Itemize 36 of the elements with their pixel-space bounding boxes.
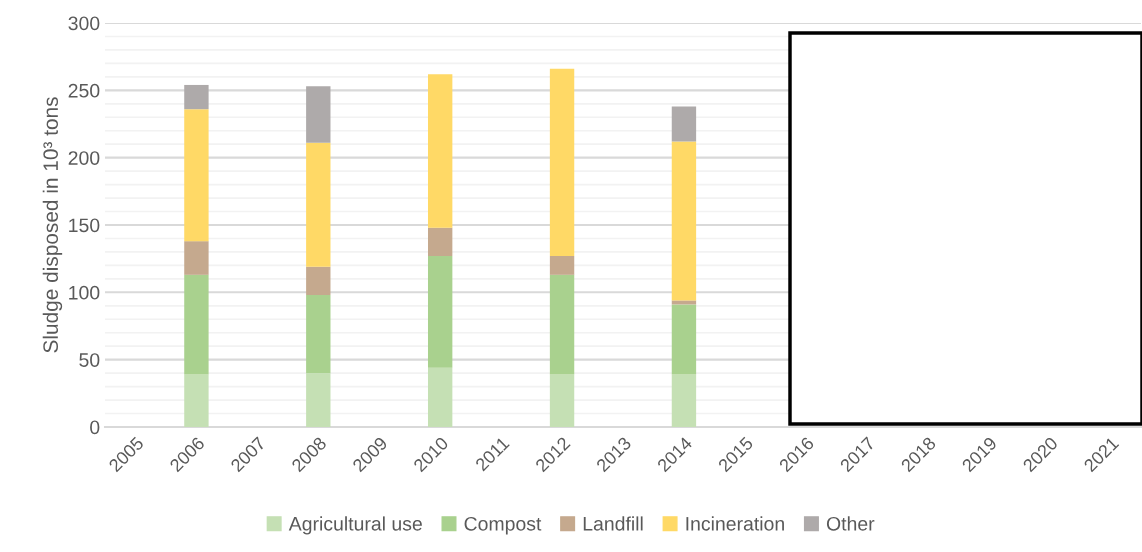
y-tick-label: 0: [90, 420, 100, 435]
bar: [549, 68, 575, 256]
bar: [427, 367, 453, 427]
bar: [306, 295, 331, 374]
y-tick-label: 250: [68, 83, 100, 98]
legend-label: Landfill: [583, 516, 643, 531]
bar: [306, 86, 331, 143]
bar: [671, 374, 697, 427]
y-tick-label: 200: [68, 151, 100, 165]
legend-label: Compost: [464, 516, 542, 535]
bar: [184, 241, 209, 275]
bar: [306, 142, 331, 267]
legend-label: Agricultural use: [288, 516, 422, 535]
bar: [306, 266, 331, 296]
bar: [184, 84, 209, 110]
bar: [427, 255, 453, 368]
y-axis-title: Sludge disposed in 10³ tons: [42, 97, 63, 353]
legend-label: Incineration: [686, 516, 784, 531]
bar: [427, 227, 453, 256]
y-tick-label: 150: [69, 218, 100, 233]
bar: [184, 374, 209, 427]
y-tick-label: 300: [68, 16, 100, 31]
bar: [306, 373, 331, 427]
bar: [184, 109, 209, 242]
bar: [549, 374, 575, 427]
bar: [184, 274, 209, 375]
bar: [427, 74, 453, 228]
y-tick-label: 50: [79, 353, 100, 367]
legend-label: Other: [826, 516, 875, 531]
bar: [549, 274, 575, 375]
bar: [671, 141, 697, 301]
bar: [671, 300, 697, 305]
bar: [549, 255, 575, 275]
bar: [671, 304, 697, 375]
y-tick-label: 100: [69, 285, 100, 300]
bar: [671, 106, 697, 142]
